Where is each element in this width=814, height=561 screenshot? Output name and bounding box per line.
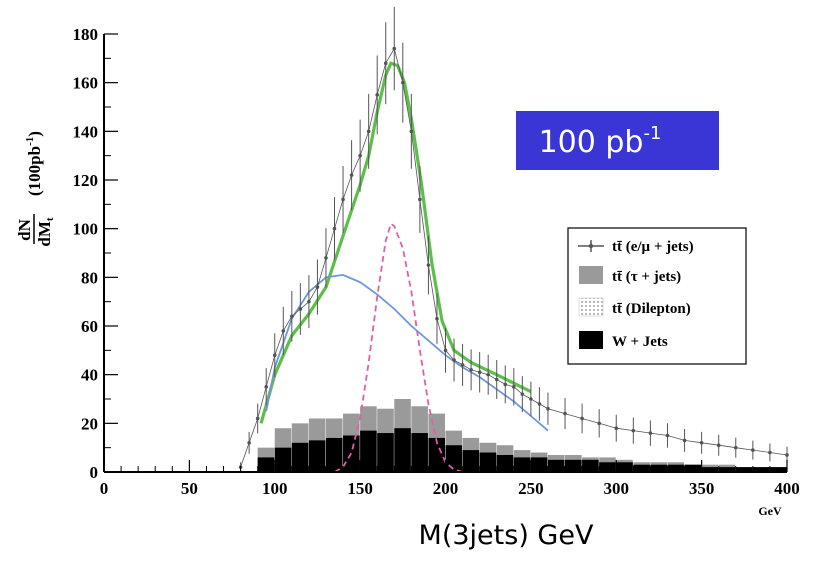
x-tick-label-50: 50 xyxy=(181,479,198,498)
x-tick-label-100: 100 xyxy=(262,479,288,498)
svg-text:100 pb-1: 100 pb-1 xyxy=(539,123,662,160)
bar-w-jets-1 xyxy=(274,447,292,472)
x-tick-label-0: 0 xyxy=(100,479,109,498)
bar-w-jets-29 xyxy=(752,467,770,472)
y-tick-label-180: 180 xyxy=(73,25,99,44)
bar-w-jets-17 xyxy=(547,459,565,472)
bar-w-jets-16 xyxy=(530,457,548,472)
bar-w-jets-27 xyxy=(718,467,736,472)
badge-sup: -1 xyxy=(643,123,661,144)
y-tick-label-120: 120 xyxy=(73,171,99,190)
bar-w-jets-22 xyxy=(633,464,650,472)
legend-symbol-gray xyxy=(579,266,603,284)
x-tick-label-200: 200 xyxy=(433,479,459,498)
bar-w-jets-6 xyxy=(360,430,377,472)
x-tick-label-150: 150 xyxy=(347,479,373,498)
legend-entry-wjets: W + Jets xyxy=(579,331,668,350)
bar-w-jets-12 xyxy=(462,450,480,472)
legend: tt̄ (e/μ + jets) tt̄ (τ + jets) tt̄ (Dil… xyxy=(567,227,747,365)
bar-w-jets-8 xyxy=(394,428,411,472)
bar-w-jets-15 xyxy=(513,457,531,472)
bar-w-jets-9 xyxy=(411,433,428,472)
legend-symbol-dotted xyxy=(578,297,604,317)
legend-label-wjets: W + Jets xyxy=(612,334,668,350)
y-label-suffix: (100pb xyxy=(25,146,44,196)
legend-entry-tau-jets: tt̄ (τ + jets) xyxy=(579,266,681,285)
fit-curve-line xyxy=(259,61,532,424)
bar-w-jets-28 xyxy=(735,467,753,472)
y-axis-label: dN dMt (100pb-1) xyxy=(15,131,56,247)
x-tick-label-300: 300 xyxy=(604,479,630,498)
y-tick-label-60: 60 xyxy=(81,317,98,336)
bar-w-jets-7 xyxy=(377,433,394,472)
legend-label-emu-jets: tt̄ (e/μ + jets) xyxy=(612,239,694,255)
y-label-numerator: dN xyxy=(15,218,34,240)
bar-w-jets-21 xyxy=(616,462,633,472)
bar-w-jets-4 xyxy=(325,437,343,472)
points-connect-line xyxy=(240,47,788,468)
legend-symbol-black xyxy=(579,331,603,349)
badge-text: 100 pb xyxy=(539,125,644,160)
bar-w-jets-19 xyxy=(582,459,599,472)
bar-w-jets-25 xyxy=(684,464,702,472)
legend-entry-dilepton: tt̄ (Dilepton) xyxy=(578,297,691,317)
bar-w-jets-3 xyxy=(308,440,326,472)
legend-label-dilepton: tt̄ (Dilepton) xyxy=(612,301,691,317)
y-tick-label-100: 100 xyxy=(73,220,99,239)
x-tick-label-400: 400 xyxy=(774,479,800,498)
badge-background xyxy=(516,111,719,170)
bar-w-jets-13 xyxy=(479,452,497,472)
svg-text:dMt: dMt xyxy=(35,217,56,247)
smooth-curve-line xyxy=(265,273,549,432)
svg-text:(100pb-1): (100pb-1) xyxy=(24,131,44,196)
bar-w-jets-23 xyxy=(650,464,667,472)
x-tick-label-250: 250 xyxy=(518,479,544,498)
x-axis-unit: GeV xyxy=(758,504,782,518)
y-tick-label-80: 80 xyxy=(81,268,98,287)
y-tick-label-40: 40 xyxy=(81,366,98,385)
y-label-close: ) xyxy=(25,131,44,137)
y-tick-label-140: 140 xyxy=(73,122,99,141)
y-label-sup: -1 xyxy=(24,137,36,146)
y-label-denominator-sub: t xyxy=(44,217,56,221)
bar-w-jets-18 xyxy=(565,459,582,472)
bar-w-jets-0 xyxy=(257,457,275,472)
y-label-denominator: dM xyxy=(35,221,54,247)
bar-w-jets-10 xyxy=(428,437,445,472)
bar-w-jets-2 xyxy=(291,442,309,472)
y-tick-label-0: 0 xyxy=(90,463,99,482)
legend-label-tau-jets: tt̄ (τ + jets) xyxy=(612,269,681,285)
bar-w-jets-24 xyxy=(667,464,685,472)
bar-w-jets-26 xyxy=(701,467,719,472)
y-tick-label-20: 20 xyxy=(81,414,98,433)
legend-entry-emu-jets: tt̄ (e/μ + jets) xyxy=(578,239,694,255)
x-axis-label: M(3jets) GeV xyxy=(419,520,594,551)
luminosity-badge: 100 pb-1 xyxy=(516,111,719,170)
bar-w-jets-20 xyxy=(599,462,616,472)
y-tick-label-160: 160 xyxy=(73,74,99,93)
bar-w-jets-14 xyxy=(496,454,514,472)
bar-w-jets-11 xyxy=(445,445,463,472)
bar-w-jets-30 xyxy=(769,467,787,472)
dashed-curve-line xyxy=(334,222,463,473)
x-tick-label-350: 350 xyxy=(689,479,715,498)
